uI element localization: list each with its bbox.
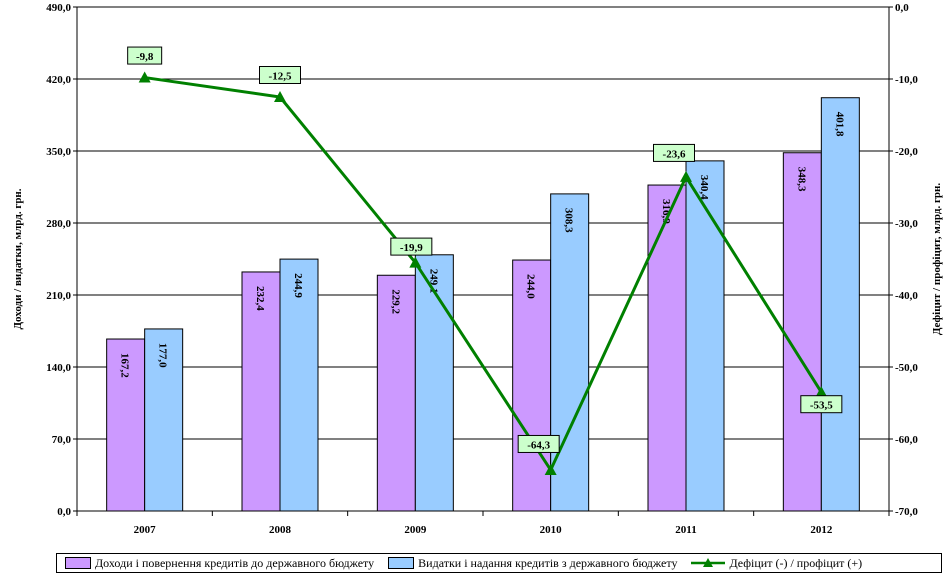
- x-tick-label: 2012: [810, 524, 833, 536]
- revenue-bar: [647, 184, 687, 512]
- left-tick-label: 70,0: [52, 434, 72, 446]
- revenue-bar-label: 316,9: [660, 199, 672, 224]
- deficit-label-box: [259, 66, 301, 84]
- expenditure-bar-label: 401,8: [833, 112, 845, 137]
- revenue-bar: [512, 259, 552, 512]
- deficit-line: [144, 76, 823, 474]
- right-tick-label: -10,0: [895, 74, 918, 86]
- legend-swatch-deficit: [691, 558, 726, 567]
- legend-item-deficit: Дефіцит (-) / профіцит (+): [691, 556, 862, 571]
- plot-area: [77, 7, 889, 511]
- x-tick-label: 2008: [269, 524, 292, 536]
- legend-label-expenditure: Видатки і надання кредитів з державного …: [418, 555, 678, 570]
- left-tick-label: 490,0: [46, 2, 71, 14]
- deficit-label: -12,5: [269, 71, 292, 83]
- legend-swatch-expenditure: [388, 557, 415, 569]
- deficit-label-box: [800, 395, 843, 414]
- deficit-label: -64,3: [527, 439, 550, 451]
- deficit-marker: [409, 256, 422, 268]
- x-tick-label: 2009: [404, 524, 427, 536]
- deficit-line-layer: -9,8 -12,5 -19,9 -64,3 -23,6 -53,5: [127, 46, 843, 475]
- revenue-bar: [782, 152, 822, 512]
- revenue-bar-label: 348,3: [795, 167, 807, 192]
- left-tick-label: 280,0: [46, 218, 71, 230]
- legend-swatch-revenue: [65, 557, 91, 569]
- right-axis-ticks: -70,0 -60,0 -50,0 -40,0 -30,0 -20,0 -10,0 0,0: [889, 2, 918, 518]
- deficit-label-box: [517, 434, 560, 453]
- left-tick-label: 140,0: [46, 362, 71, 374]
- bars: [106, 97, 860, 512]
- right-tick-label: 0,0: [895, 2, 909, 14]
- legend-label-revenue: Доходи і повернення кредитів до державно…: [95, 555, 375, 570]
- left-tick-label: 350,0: [46, 146, 71, 158]
- left-axis-ticks: 0,0 70,0 140,0 210,0 280,0 350,0 420,0 490,0: [46, 2, 77, 518]
- revenue-bar-label: 229,2: [389, 289, 401, 314]
- right-tick-label: -20,0: [895, 146, 918, 158]
- right-tick-label: -70,0: [895, 506, 918, 518]
- deficit-marker: [138, 71, 151, 83]
- x-axis-ticks: 2007 2008 2009 2010 2011 2012: [76, 511, 890, 536]
- left-tick-label: 0,0: [57, 506, 71, 518]
- x-tick-label: 2011: [675, 524, 696, 536]
- expenditure-bar: [550, 193, 590, 512]
- deficit-label: -23,6: [663, 148, 686, 160]
- right-axis-title: Дефіцит / профіцит, млрд. грн.: [931, 183, 943, 336]
- legend-item-revenue: Доходи і повернення кредитів до державно…: [65, 556, 374, 571]
- deficit-label: -9,8: [136, 51, 154, 63]
- expenditure-bar: [820, 97, 860, 512]
- deficit-label-box: [390, 237, 433, 256]
- deficit-marker: [680, 170, 692, 182]
- left-tick-label: 210,0: [46, 290, 71, 302]
- deficit-label: -19,9: [400, 242, 423, 254]
- expenditure-bar: [279, 258, 319, 512]
- expenditure-bar-label: 177,0: [157, 343, 169, 368]
- left-tick-label: 420,0: [46, 74, 71, 86]
- legend-label-deficit: Дефіцит (-) / профіцит (+): [729, 555, 863, 570]
- deficit-label: -53,5: [810, 400, 833, 412]
- right-tick-label: -30,0: [895, 218, 918, 230]
- expenditure-bar-label: 244,9: [292, 273, 304, 298]
- legend: Доходи і повернення кредитів до державно…: [56, 553, 942, 573]
- expenditure-bar: [685, 160, 725, 512]
- left-axis-title: Доходи / видатки, млрд. грн.: [12, 188, 24, 329]
- revenue-bar-label: 244,0: [525, 274, 537, 299]
- deficit-marker: [815, 386, 828, 398]
- right-tick-label: -40,0: [895, 290, 918, 302]
- right-tick-label: -60,0: [895, 434, 918, 446]
- deficit-marker: [544, 463, 557, 475]
- deficit-label-box: [653, 143, 695, 162]
- right-tick-label: -50,0: [895, 362, 918, 374]
- legend-item-expenditure: Видатки і надання кредитів з державного …: [388, 556, 677, 571]
- expenditure-bar-label: 340,4: [698, 175, 710, 200]
- gridlines: [77, 78, 889, 440]
- x-tick-label: 2010: [540, 524, 563, 536]
- x-tick-label: 2007: [134, 524, 157, 536]
- expenditure-bar: [144, 328, 184, 512]
- deficit-label-box: [127, 46, 163, 65]
- deficit-marker: [274, 91, 286, 102]
- bar-labels: 167,2 232,4 229,2 244,0 316,9 348,3 177,0 244,9…: [119, 112, 846, 379]
- revenue-bar-label: 167,2: [119, 353, 131, 378]
- expenditure-bar-label: 308,3: [563, 208, 575, 233]
- revenue-bar-label: 232,4: [254, 286, 266, 311]
